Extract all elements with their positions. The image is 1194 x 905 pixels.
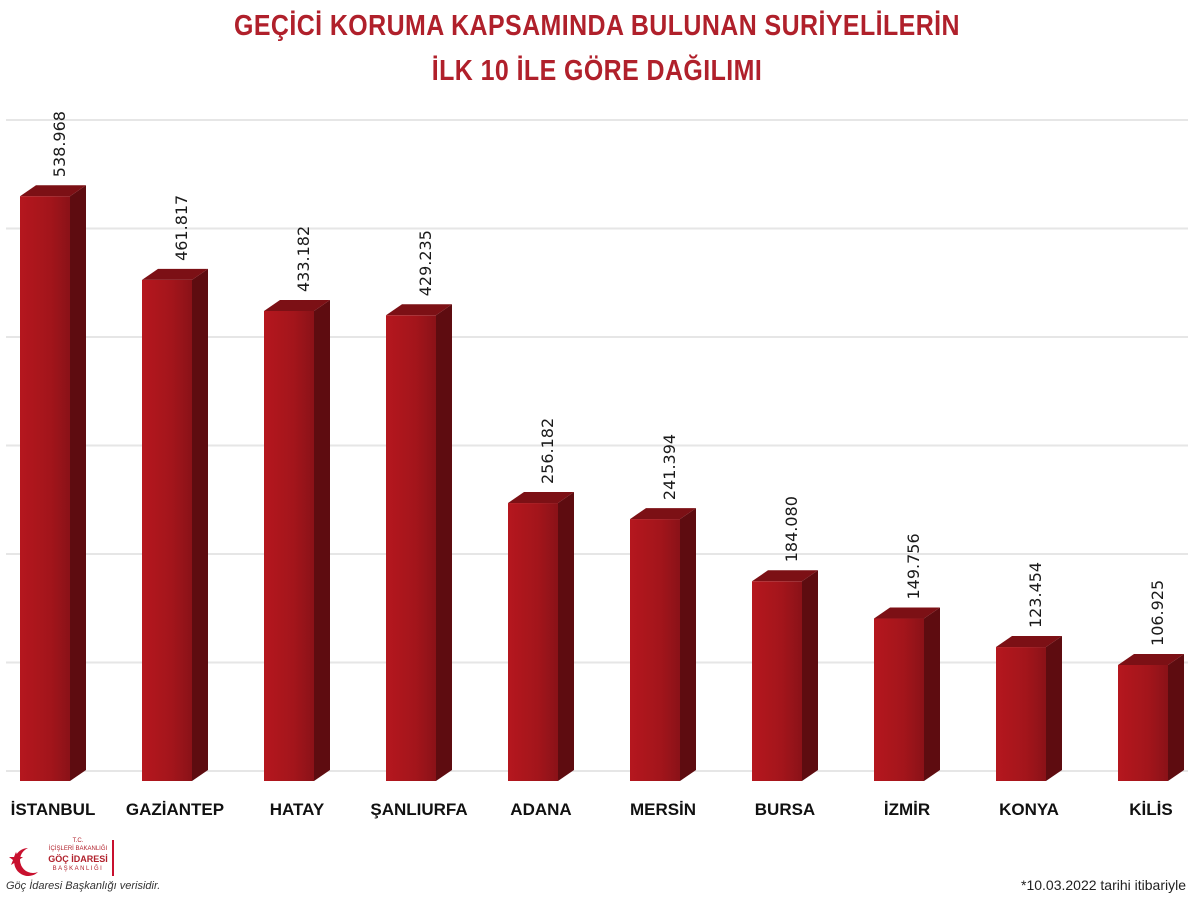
category-label: BURSA (755, 800, 815, 819)
bar-top (1118, 653, 1184, 665)
bar-side (924, 607, 940, 781)
bar-top (264, 299, 330, 311)
date-note: *10.03.2022 tarihi itibariyle (1021, 877, 1186, 893)
bar-top (752, 570, 818, 582)
value-label: 149.756 (904, 533, 923, 599)
bar-front (386, 315, 436, 781)
bar (630, 508, 696, 781)
bar-front (996, 647, 1046, 781)
category-label: ADANA (510, 800, 571, 819)
value-label: 256.182 (538, 418, 557, 484)
chart-title-line-1: GEÇİCİ KORUMA KAPSAMINDA BULUNAN SURİYEL… (234, 10, 960, 42)
bar-side (802, 570, 818, 781)
bar-top (874, 607, 940, 619)
bar (508, 492, 574, 781)
bar (1118, 653, 1184, 781)
bar-front (874, 618, 924, 781)
value-label: 123.454 (1026, 562, 1045, 628)
bar (20, 185, 86, 781)
bar-top (508, 492, 574, 504)
bar-side (70, 185, 86, 781)
bar (264, 299, 330, 781)
value-labels: 538.968 461.817 433.182 429.235 256.182 241.3… (50, 111, 1167, 646)
logo-baskanligi: BAŞKANLIĞI (52, 866, 104, 872)
category-label: İZMİR (884, 800, 930, 819)
bar-side (1168, 653, 1184, 781)
bar-top (630, 508, 696, 520)
bar-front (20, 196, 70, 781)
logo-ministry: İÇİŞLERİ BAKANLIĞI (48, 846, 108, 852)
bar-top (142, 268, 208, 280)
bar-front (752, 581, 802, 781)
bar-side (558, 492, 574, 781)
bar-chart: 538.968 461.817 433.182 429.235 256.182 241.3… (6, 111, 1188, 819)
category-label: KİLİS (1129, 800, 1172, 819)
bar (874, 607, 940, 781)
value-label: 433.182 (294, 226, 313, 292)
bar-front (508, 503, 558, 781)
source-note: Göç İdaresi Başkanlığı verisidir. (6, 880, 161, 892)
logo-tc: T.C. (72, 838, 84, 844)
category-label: İSTANBUL (11, 800, 96, 819)
bar-front (142, 279, 192, 781)
value-label: 429.235 (416, 230, 435, 296)
bar-top (996, 636, 1062, 648)
bar-top (386, 304, 452, 316)
value-label: 461.817 (172, 195, 191, 261)
bar-side (1046, 636, 1062, 781)
bar (996, 636, 1062, 781)
bar-front (1118, 664, 1168, 781)
category-label: ŞANLIURFA (370, 800, 467, 819)
bar-front (630, 519, 680, 781)
chart-title-line-2: İLK 10 İLE GÖRE DAĞILIMI (431, 55, 763, 87)
logo-divider (112, 840, 114, 876)
crescent-star-icon (9, 848, 38, 876)
bar (142, 268, 208, 781)
bars (20, 185, 1184, 781)
bar (386, 304, 452, 781)
bar-side (680, 508, 696, 781)
category-labels: İSTANBUL GAZİANTEP HATAY ŞANLIURFA ADANA MERS… (11, 800, 1173, 819)
category-label: MERSİN (630, 800, 696, 819)
bar-side (192, 268, 208, 781)
category-label: KONYA (999, 800, 1059, 819)
bar (752, 570, 818, 781)
bar-side (314, 299, 330, 781)
value-label: 241.394 (660, 434, 679, 500)
value-label: 106.925 (1148, 580, 1167, 646)
category-label: HATAY (270, 800, 325, 819)
value-label: 538.968 (50, 111, 69, 177)
logo-goc-idaresi: GÖÇ İDARESİ (48, 854, 108, 864)
bar-front (264, 310, 314, 781)
value-label: 184.080 (782, 496, 801, 562)
chart-title: GEÇİCİ KORUMA KAPSAMINDA BULUNAN SURİYEL… (84, 4, 1111, 94)
category-label: GAZİANTEP (126, 800, 224, 819)
goc-idaresi-logo: T.C. İÇİŞLERİ BAKANLIĞI GÖÇ İDARESİ BAŞK… (8, 838, 128, 878)
bar-top (20, 185, 86, 197)
bar-side (436, 304, 452, 781)
